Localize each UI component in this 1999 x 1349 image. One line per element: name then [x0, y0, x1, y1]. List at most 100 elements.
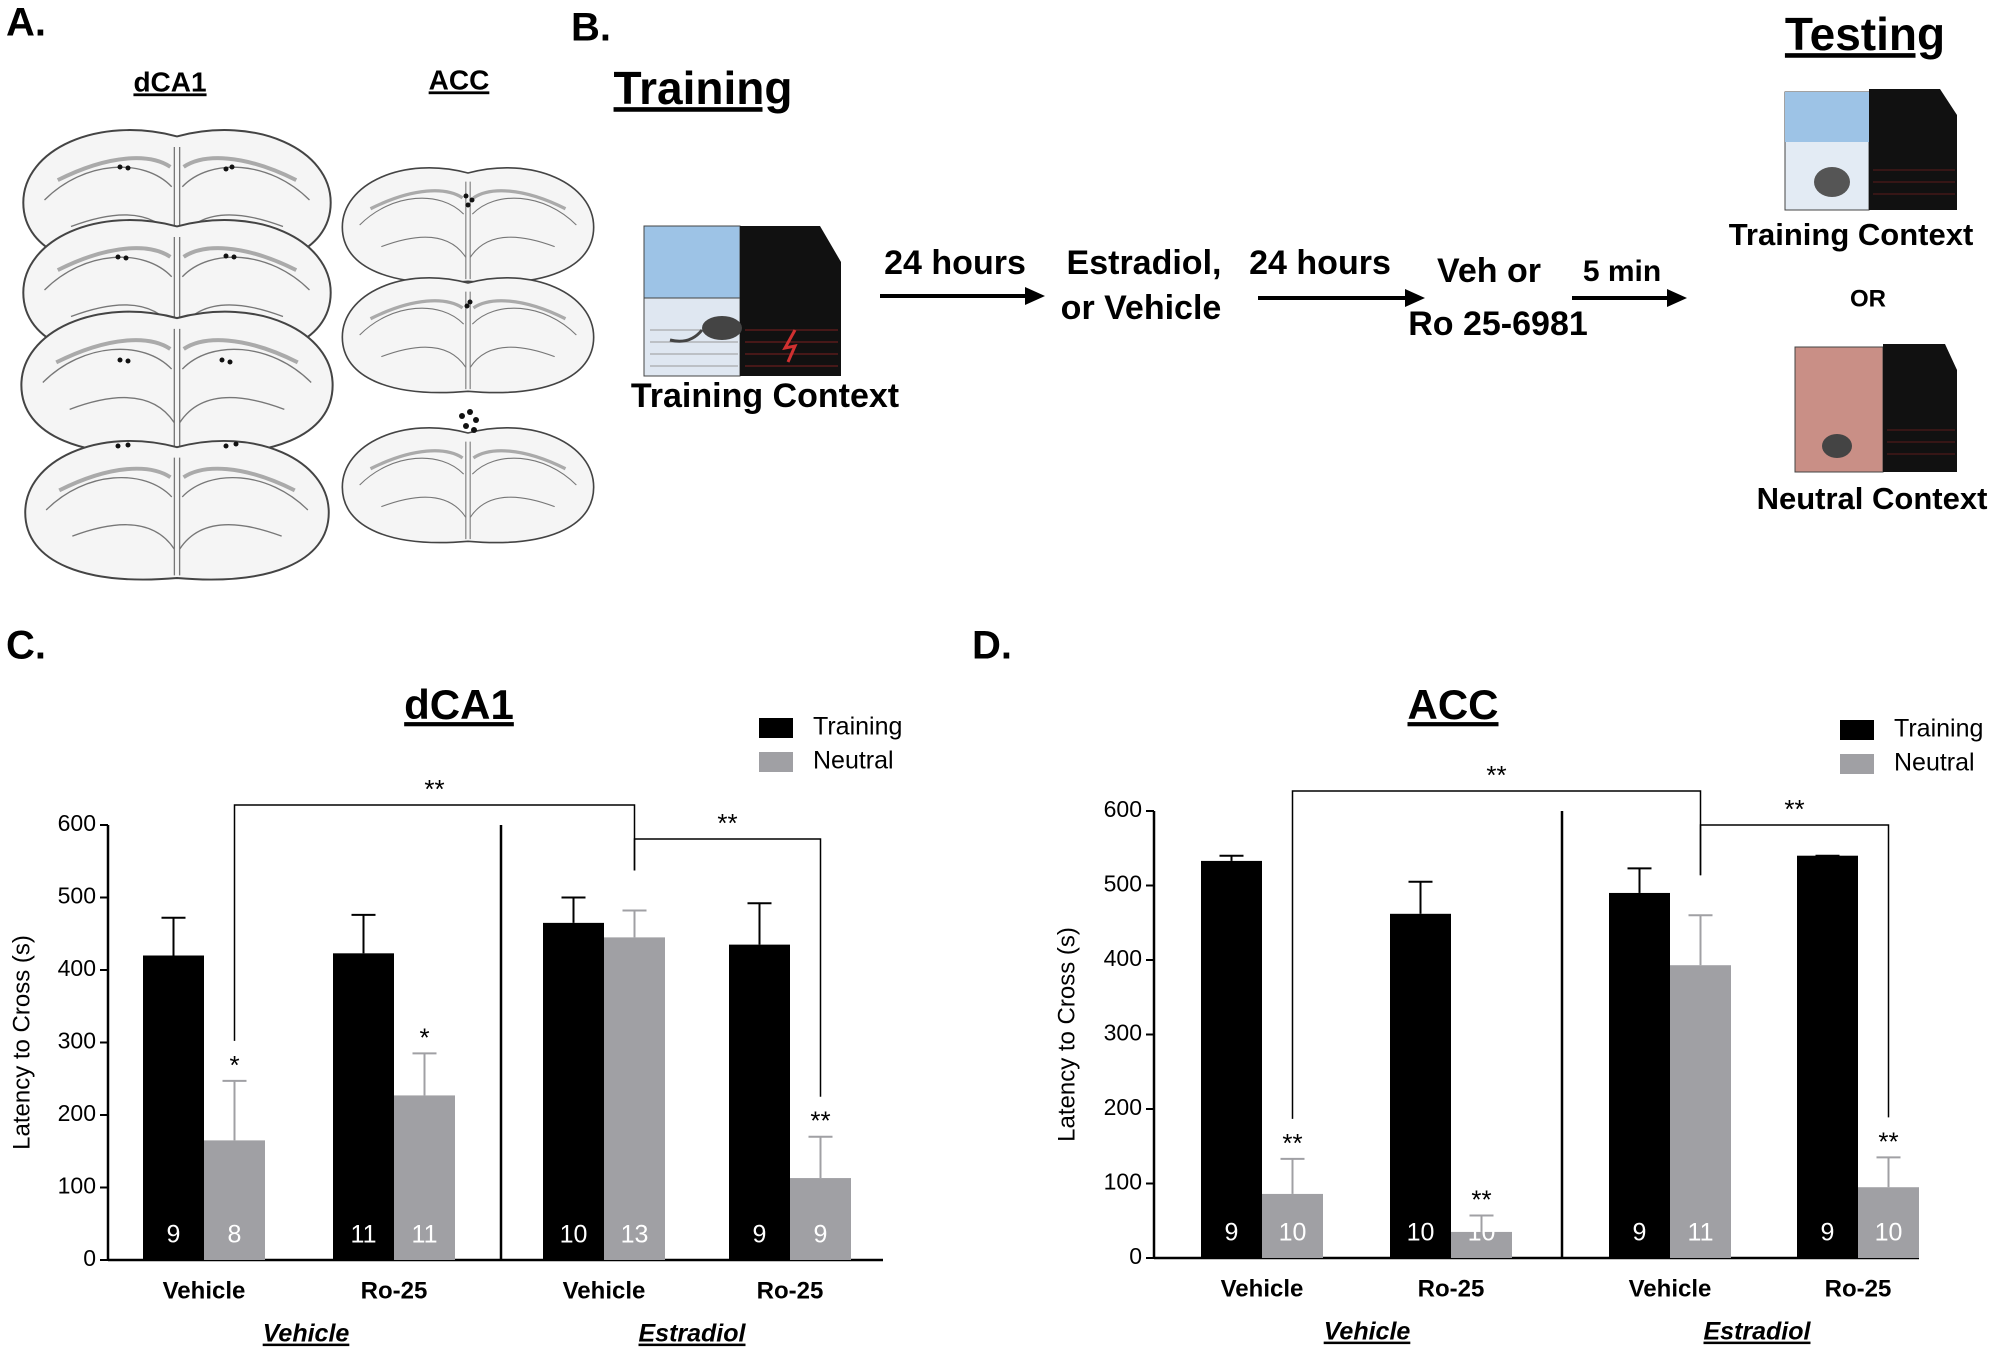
x-tick-label: Vehicle: [163, 1277, 246, 1304]
y-tick-label: 100: [58, 1173, 96, 1199]
significance: *: [419, 1022, 429, 1052]
n-label: 11: [351, 1221, 377, 1249]
significance: **: [810, 1106, 830, 1136]
significance: **: [1878, 1126, 1898, 1156]
n-label: 10: [1279, 1219, 1307, 1247]
bracket-label: **: [717, 808, 737, 838]
significance-bracket: [1699, 824, 1890, 1118]
n-label: 9: [1633, 1219, 1647, 1247]
y-tick-label: 400: [58, 955, 96, 981]
bracket-label: **: [1784, 794, 1804, 824]
significance: **: [1282, 1128, 1302, 1158]
bar: [1201, 860, 1262, 1258]
chart-title: dCA1: [404, 681, 514, 728]
legend-label: Training: [813, 713, 902, 741]
group-label: Vehicle: [1324, 1318, 1411, 1346]
y-tick-label: 100: [1104, 1169, 1142, 1195]
bar: [1451, 1231, 1512, 1258]
test-box-training: [1784, 89, 1957, 211]
panel-label: A.: [6, 1, 46, 45]
significance-bracket: [233, 804, 636, 1041]
legend-label: Neutral: [813, 747, 894, 775]
bar: [1390, 913, 1451, 1258]
bar: [1797, 855, 1858, 1258]
region-title: ACC: [429, 64, 490, 95]
bar: [604, 937, 665, 1260]
bar: [333, 953, 394, 1260]
brain-slices: [21, 128, 593, 579]
legend-label: Neutral: [1894, 749, 1975, 777]
group-label: Estradiol: [1704, 1318, 1812, 1346]
bar: [1609, 892, 1670, 1258]
chart-title: ACC: [1408, 681, 1499, 728]
bracket-label: **: [1486, 760, 1506, 790]
arrow-label: 24 hours: [884, 244, 1026, 282]
bar: [394, 1095, 455, 1260]
legend-swatch: [759, 752, 793, 772]
panel-label: C.: [6, 624, 46, 668]
n-label: 9: [167, 1221, 181, 1249]
legend-swatch: [1840, 720, 1874, 740]
region-title: dCA1: [133, 66, 206, 97]
n-label: 9: [814, 1221, 828, 1249]
n-label: 10: [1875, 1219, 1903, 1247]
bar: [790, 1178, 851, 1260]
legend-swatch: [759, 718, 793, 738]
n-label: 10: [560, 1221, 588, 1249]
x-tick-label: Ro-25: [757, 1277, 824, 1304]
n-label: 11: [1688, 1219, 1714, 1247]
y-axis-label: Latency to Cross (s): [1053, 927, 1080, 1142]
n-label: 13: [621, 1221, 649, 1249]
group-label: Vehicle: [263, 1320, 350, 1348]
y-tick-label: 0: [1129, 1243, 1142, 1269]
training-title: Training: [614, 62, 793, 114]
x-tick-label: Vehicle: [1629, 1275, 1712, 1302]
step-text: or Vehicle: [1061, 289, 1222, 327]
x-tick-label: Vehicle: [1221, 1275, 1304, 1302]
legend-label: Training: [1894, 715, 1983, 743]
n-label: 9: [753, 1221, 767, 1249]
panel-label: D.: [972, 624, 1012, 668]
context-label: Training Context: [631, 377, 899, 415]
y-tick-label: 600: [58, 810, 96, 836]
panel-label: B.: [571, 6, 611, 50]
y-tick-label: 200: [58, 1100, 96, 1126]
context-label: Training Context: [1729, 217, 1974, 252]
y-tick-label: 200: [1104, 1094, 1142, 1120]
x-tick-label: Ro-25: [361, 1277, 428, 1304]
n-label: 9: [1225, 1219, 1239, 1247]
y-tick-label: 0: [83, 1245, 96, 1271]
arrow-label: 24 hours: [1249, 244, 1391, 282]
legend-swatch: [1840, 754, 1874, 774]
n-label: 8: [228, 1221, 242, 1249]
testing-title: Testing: [1785, 8, 1945, 60]
y-axis-label: Latency to Cross (s): [8, 935, 35, 1150]
n-label: 9: [1821, 1219, 1835, 1247]
bar: [204, 1140, 265, 1260]
arrow-label: 5 min: [1583, 255, 1661, 288]
significance-bracket: [633, 838, 822, 1097]
y-tick-label: 500: [58, 883, 96, 909]
test-box-neutral: [1794, 344, 1957, 473]
y-tick-label: 300: [1104, 1020, 1142, 1046]
y-tick-label: 400: [1104, 945, 1142, 971]
n-label: 10: [1407, 1219, 1435, 1247]
significance: *: [229, 1050, 239, 1080]
bar: [729, 944, 790, 1260]
n-label: 11: [412, 1221, 438, 1249]
context-label: Neutral Context: [1757, 481, 1988, 516]
group-label: Estradiol: [639, 1320, 747, 1348]
bar: [143, 955, 204, 1260]
training-box: [643, 225, 841, 377]
step-text: Estradiol,: [1067, 244, 1222, 282]
y-tick-label: 500: [1104, 871, 1142, 897]
bar: [1262, 1193, 1323, 1258]
x-tick-label: Ro-25: [1825, 1275, 1892, 1302]
y-tick-label: 300: [58, 1028, 96, 1054]
y-tick-label: 600: [1104, 796, 1142, 822]
significance: **: [1471, 1184, 1491, 1214]
n-label: 10: [1468, 1219, 1496, 1247]
bar: [1670, 965, 1731, 1258]
bar: [543, 922, 604, 1260]
